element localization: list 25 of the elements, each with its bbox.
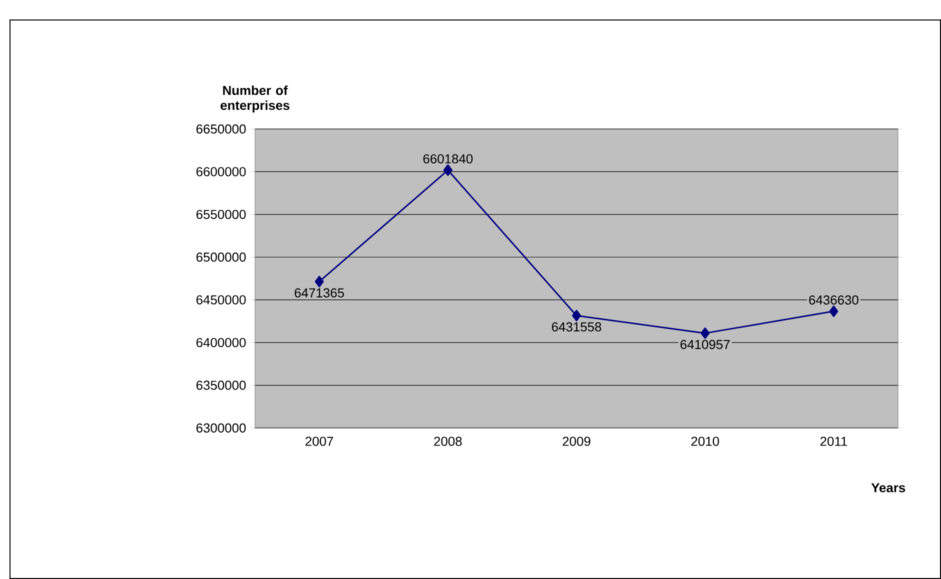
data-label: 6471365 <box>294 288 344 298</box>
data-label: 6436630 <box>809 295 858 305</box>
x-tick-label: 2009 <box>562 436 590 446</box>
y-tick-label: 6450000 <box>196 295 246 304</box>
x-tick-label: 2008 <box>434 436 462 446</box>
point <box>572 310 582 322</box>
point <box>829 306 838 318</box>
point <box>314 276 324 288</box>
data-label: 6601840 <box>423 154 473 164</box>
y-axis-title: Number of enterprises <box>220 85 290 113</box>
y-tick-label: 6350000 <box>196 380 246 390</box>
data-label: 6410957 <box>680 340 730 350</box>
x-tick-label: 2007 <box>306 436 334 446</box>
y-tick-label: 6550000 <box>196 210 246 219</box>
x-tick-label: 2010 <box>691 436 720 446</box>
y-tick-label: 6500000 <box>196 252 246 262</box>
point <box>700 327 710 339</box>
data-label: 6431558 <box>552 322 602 332</box>
x-tick-label: 2011 <box>820 436 848 446</box>
y-tick-label: 6600000 <box>196 167 246 176</box>
x-axis-title: Years <box>871 483 906 492</box>
y-tick-label: 6400000 <box>196 338 246 348</box>
y-tick-label: 6650000 <box>196 124 246 134</box>
point <box>443 164 452 176</box>
y-tick-label: 6300000 <box>196 423 246 433</box>
